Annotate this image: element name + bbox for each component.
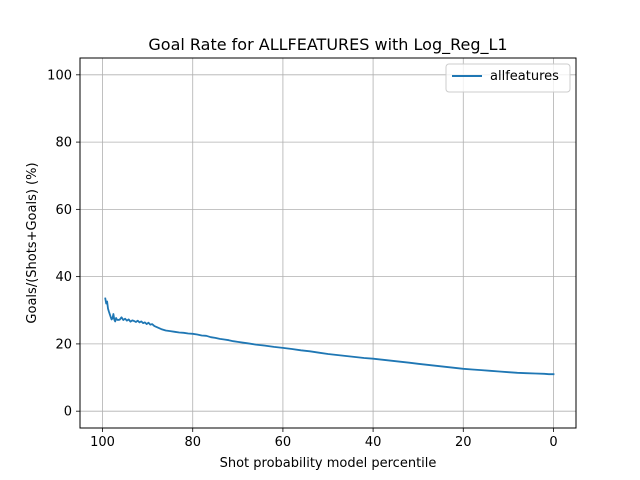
y-axis-label: Goals/(Shots+Goals) (%) — [25, 162, 40, 323]
plot-frame — [79, 57, 577, 429]
series-line-allfeatures — [104, 297, 555, 376]
x-tick-label-40: 40 — [365, 435, 382, 450]
chart-title: Goal Rate for ALLFEATURES with Log_Reg_L… — [148, 35, 507, 55]
legend-label-allfeatures: allfeatures — [490, 69, 559, 84]
legend: allfeatures — [445, 63, 571, 93]
grid-lines — [80, 58, 576, 428]
y-tick-label-0: 0 — [64, 405, 72, 420]
x-axis-label: Shot probability model percentile — [220, 456, 437, 471]
legend-box — [445, 63, 571, 93]
x-tick-label-80: 80 — [184, 435, 201, 450]
y-tick-label-100: 100 — [47, 68, 72, 83]
y-tick-label-40: 40 — [55, 270, 72, 285]
y-tick-label-60: 60 — [55, 203, 72, 218]
x-tick-label-20: 20 — [455, 435, 472, 450]
axis-ticks: 100 80 60 40 20 0 0 20 40 60 80 100 — [47, 68, 557, 450]
x-tick-label-60: 60 — [275, 435, 292, 450]
x-tick-label-100: 100 — [90, 435, 115, 450]
y-tick-label-80: 80 — [55, 136, 72, 151]
x-tick-label-0: 0 — [549, 435, 557, 450]
y-tick-label-20: 20 — [55, 337, 72, 352]
series-layer — [104, 297, 555, 376]
